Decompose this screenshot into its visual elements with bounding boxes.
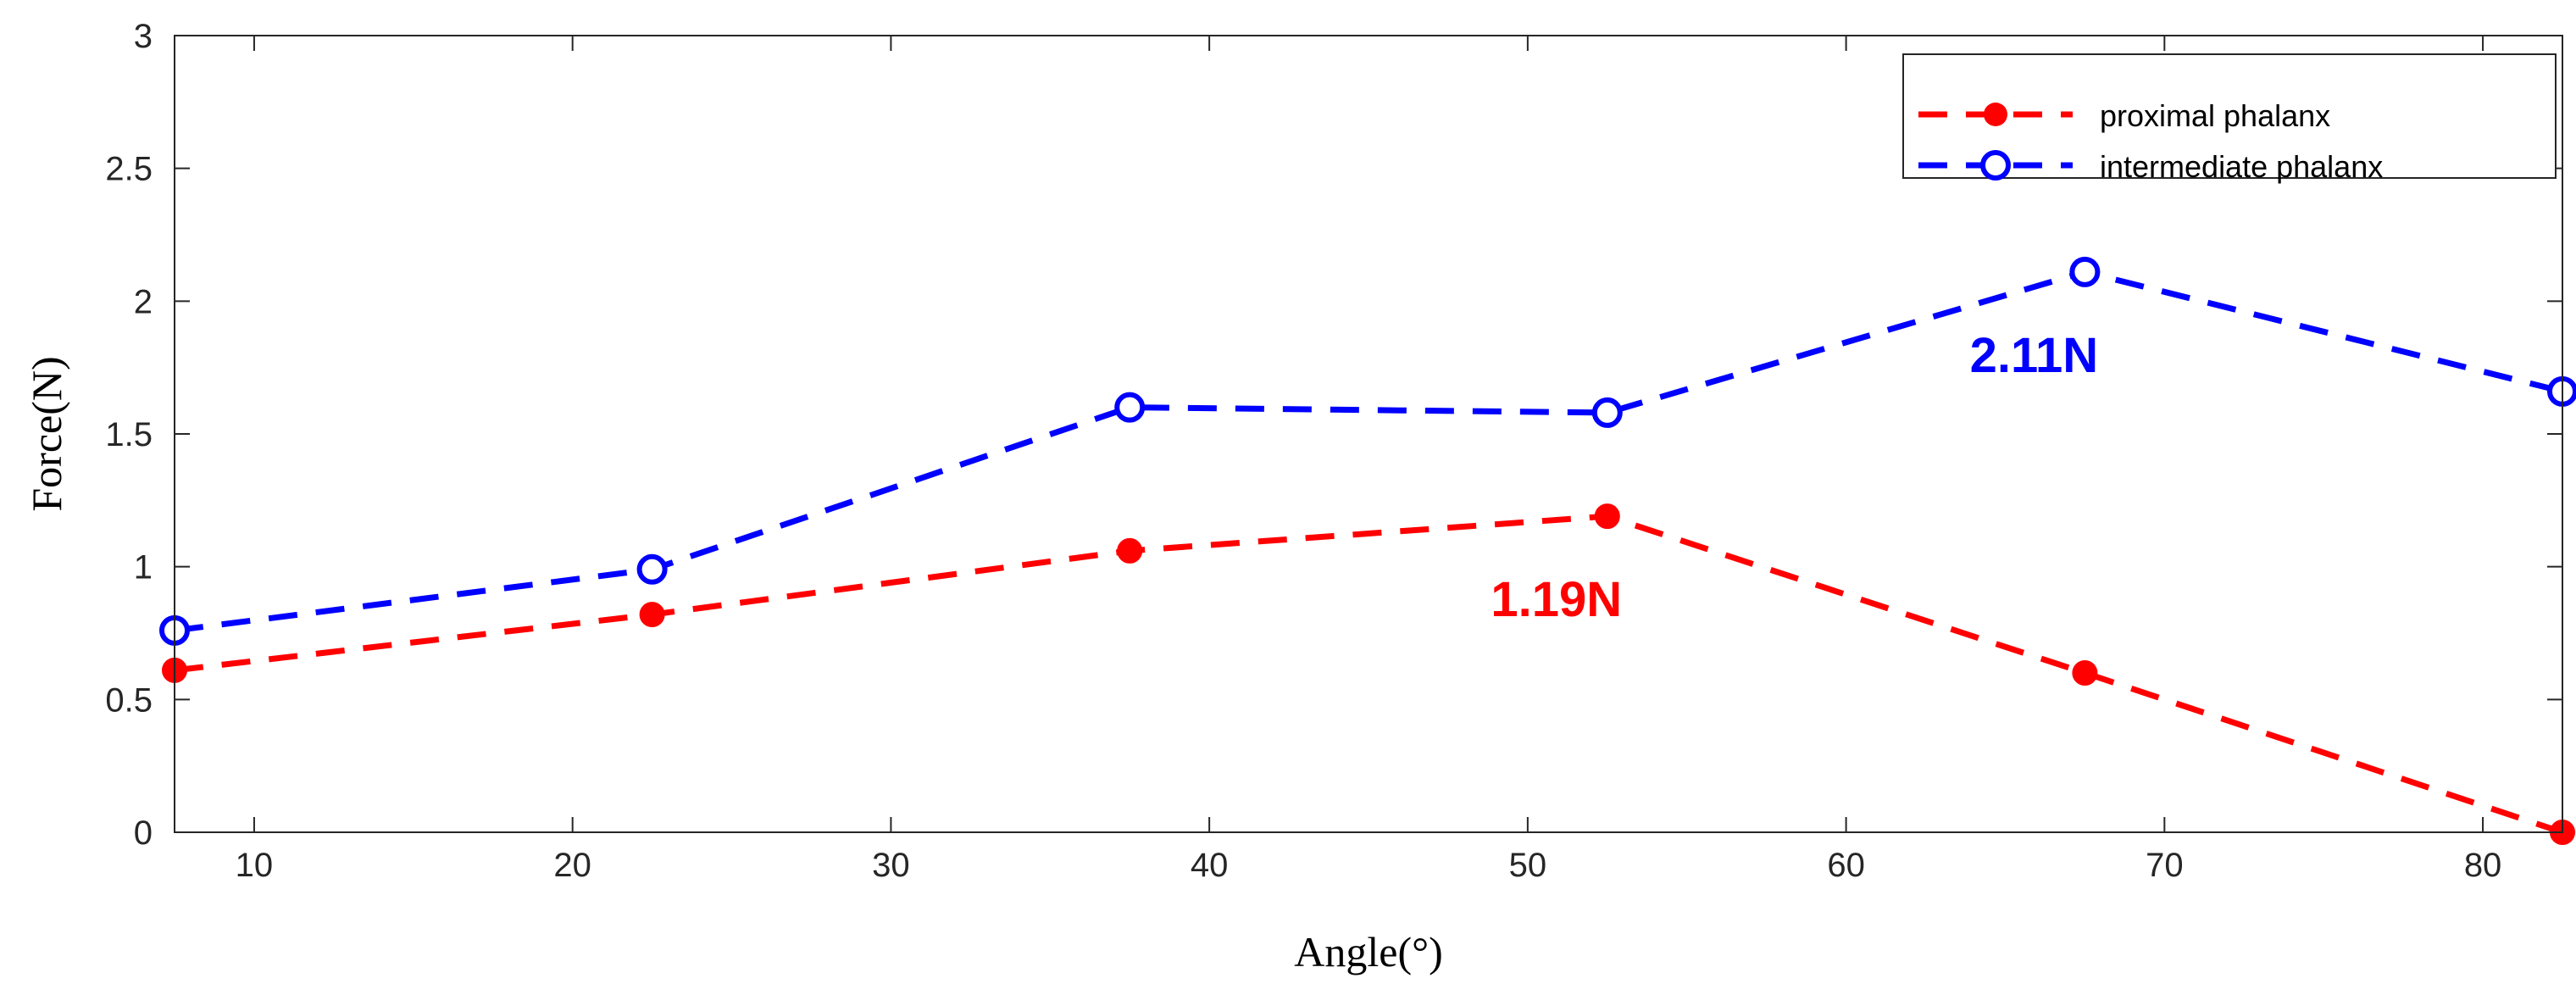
legend: proximal phalanx intermediate phalanx [1902,53,2557,184]
y-tick-label: 1.5 [105,416,153,453]
data-point-proximal [1594,503,1620,530]
y-tick-label: 3 [134,18,153,55]
y-tick-label: 0 [134,814,153,852]
x-axis-title: Angle(°) [1294,928,1443,976]
legend-label-intermediate: intermediate phalanx [2100,149,2383,184]
legend-box [1902,53,2557,179]
y-tick-label: 2.5 [105,151,153,188]
x-tick-label: 50 [1509,847,1547,884]
y-tick-label: 2 [134,283,153,320]
legend-marker [1984,103,2007,126]
legend-label-proximal: proximal phalanx [2100,98,2330,133]
legend-marker [1980,150,2011,181]
y-axis-title: Force(N) [23,356,70,511]
data-point-intermediate [1591,397,1623,428]
annotation-layer: 1.19N 2.11N [1491,328,2098,627]
x-tick-label: 20 [553,847,591,884]
x-tick-label: 40 [1191,847,1229,884]
x-tick-label: 10 [236,847,274,884]
data-point-proximal [2072,660,2098,686]
axis-layer: 10 20 30 40 50 60 70 80 0 0.5 1 1.5 2 2.5 3 [105,18,2563,884]
y-tick-label: 1 [134,549,153,586]
legend-sample-proximal [1918,103,2073,126]
series-line-proximal [174,513,2564,836]
data-point-proximal [1117,537,1143,564]
series-line-intermediate [174,269,2563,634]
annotation-peak-intermediate: 2.11N [1970,328,2099,383]
data-point-intermediate [636,553,668,585]
x-tick-label: 30 [872,847,910,884]
data-point-intermediate [2069,256,2101,287]
legend-sample-intermediate [1918,150,2073,181]
x-tick-label: 70 [2146,847,2184,884]
y-tick-label: 0.5 [105,681,153,719]
series-layer [159,256,2576,845]
annotation-peak-proximal: 1.19N [1491,572,1622,627]
data-point-intermediate [1114,392,1146,423]
x-tick-label: 60 [1827,847,1865,884]
x-tick-label: 80 [2464,847,2502,884]
data-point-proximal [639,602,665,628]
